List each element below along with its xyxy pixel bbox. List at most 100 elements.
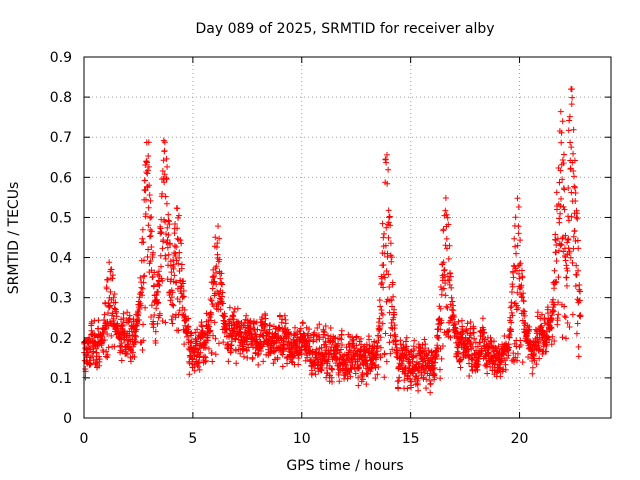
chart-title: Day 089 of 2025, SRMTID for receiver alb…	[195, 21, 494, 37]
data-point	[332, 334, 339, 341]
data-point	[342, 361, 349, 368]
data-point	[437, 305, 444, 312]
data-point	[388, 258, 395, 265]
data-point	[181, 341, 188, 348]
data-point	[147, 214, 154, 221]
data-point	[385, 234, 392, 241]
data-point	[254, 326, 261, 333]
data-point	[358, 341, 365, 348]
data-point	[382, 242, 389, 249]
data-point	[422, 341, 429, 348]
data-point	[200, 331, 207, 338]
data-point	[170, 302, 177, 309]
data-point	[571, 227, 578, 234]
data-point	[355, 374, 362, 381]
data-point	[389, 303, 396, 310]
data-point	[387, 350, 394, 357]
data-point	[562, 232, 569, 239]
data-point	[515, 230, 522, 237]
data-point	[153, 291, 160, 298]
data-point	[279, 363, 286, 370]
data-point	[577, 312, 584, 319]
data-point	[449, 298, 456, 305]
data-point	[149, 273, 156, 280]
data-point	[383, 159, 390, 166]
data-point	[155, 288, 162, 295]
data-point	[380, 234, 387, 241]
data-point	[338, 327, 345, 334]
data-point	[572, 198, 579, 205]
data-point	[375, 363, 382, 370]
data-point	[466, 360, 473, 367]
data-point	[297, 325, 304, 332]
data-point	[372, 375, 379, 382]
data-point	[163, 230, 170, 237]
data-point	[544, 304, 551, 311]
data-point	[109, 272, 116, 279]
data-point	[421, 336, 428, 343]
data-point	[124, 350, 131, 357]
data-point	[312, 371, 319, 378]
data-point	[176, 254, 183, 261]
data-point	[141, 177, 148, 184]
data-point	[513, 250, 520, 257]
data-point	[558, 195, 565, 202]
data-point	[500, 366, 507, 373]
data-point	[96, 356, 103, 363]
data-point	[510, 274, 517, 281]
data-point	[459, 328, 466, 335]
data-point	[103, 348, 110, 355]
data-point	[469, 355, 476, 362]
data-point	[553, 189, 560, 196]
data-point	[379, 320, 386, 327]
data-point	[320, 334, 327, 341]
data-point	[561, 206, 568, 213]
data-point	[108, 332, 115, 339]
data-point	[574, 320, 581, 327]
data-point	[142, 187, 149, 194]
data-point	[576, 312, 583, 319]
data-point	[292, 324, 299, 331]
data-point	[186, 360, 193, 367]
data-point	[212, 335, 219, 342]
data-point	[267, 322, 274, 329]
data-point	[169, 301, 176, 308]
data-point	[505, 344, 512, 351]
data-point	[570, 150, 577, 157]
data-point	[575, 245, 582, 252]
data-point	[171, 272, 178, 279]
data-point	[366, 336, 373, 343]
y-tick-label: 0.2	[50, 331, 72, 347]
data-point	[414, 381, 421, 388]
x-axis-label: GPS time / hours	[286, 458, 403, 474]
data-point	[575, 353, 582, 360]
data-point	[145, 222, 152, 229]
data-point	[442, 292, 449, 299]
data-point	[563, 335, 570, 342]
data-point	[374, 371, 381, 378]
data-point	[148, 314, 155, 321]
data-point	[559, 334, 566, 341]
data-point	[471, 335, 478, 342]
data-point	[163, 239, 170, 246]
data-point	[560, 151, 567, 158]
data-point	[402, 364, 409, 371]
data-point	[171, 249, 178, 256]
data-point	[276, 324, 283, 331]
data-point	[161, 139, 168, 146]
data-point	[387, 222, 394, 229]
data-point	[352, 370, 359, 377]
data-point	[146, 182, 153, 189]
data-point	[180, 293, 187, 300]
data-point	[339, 341, 346, 348]
data-point	[363, 381, 370, 388]
data-point	[404, 385, 411, 392]
data-point	[431, 374, 438, 381]
data-point	[574, 210, 581, 217]
data-point	[108, 266, 115, 273]
data-point	[386, 284, 393, 291]
data-point	[216, 235, 223, 242]
data-point	[566, 248, 573, 255]
data-point	[262, 320, 269, 327]
data-point	[120, 315, 127, 322]
